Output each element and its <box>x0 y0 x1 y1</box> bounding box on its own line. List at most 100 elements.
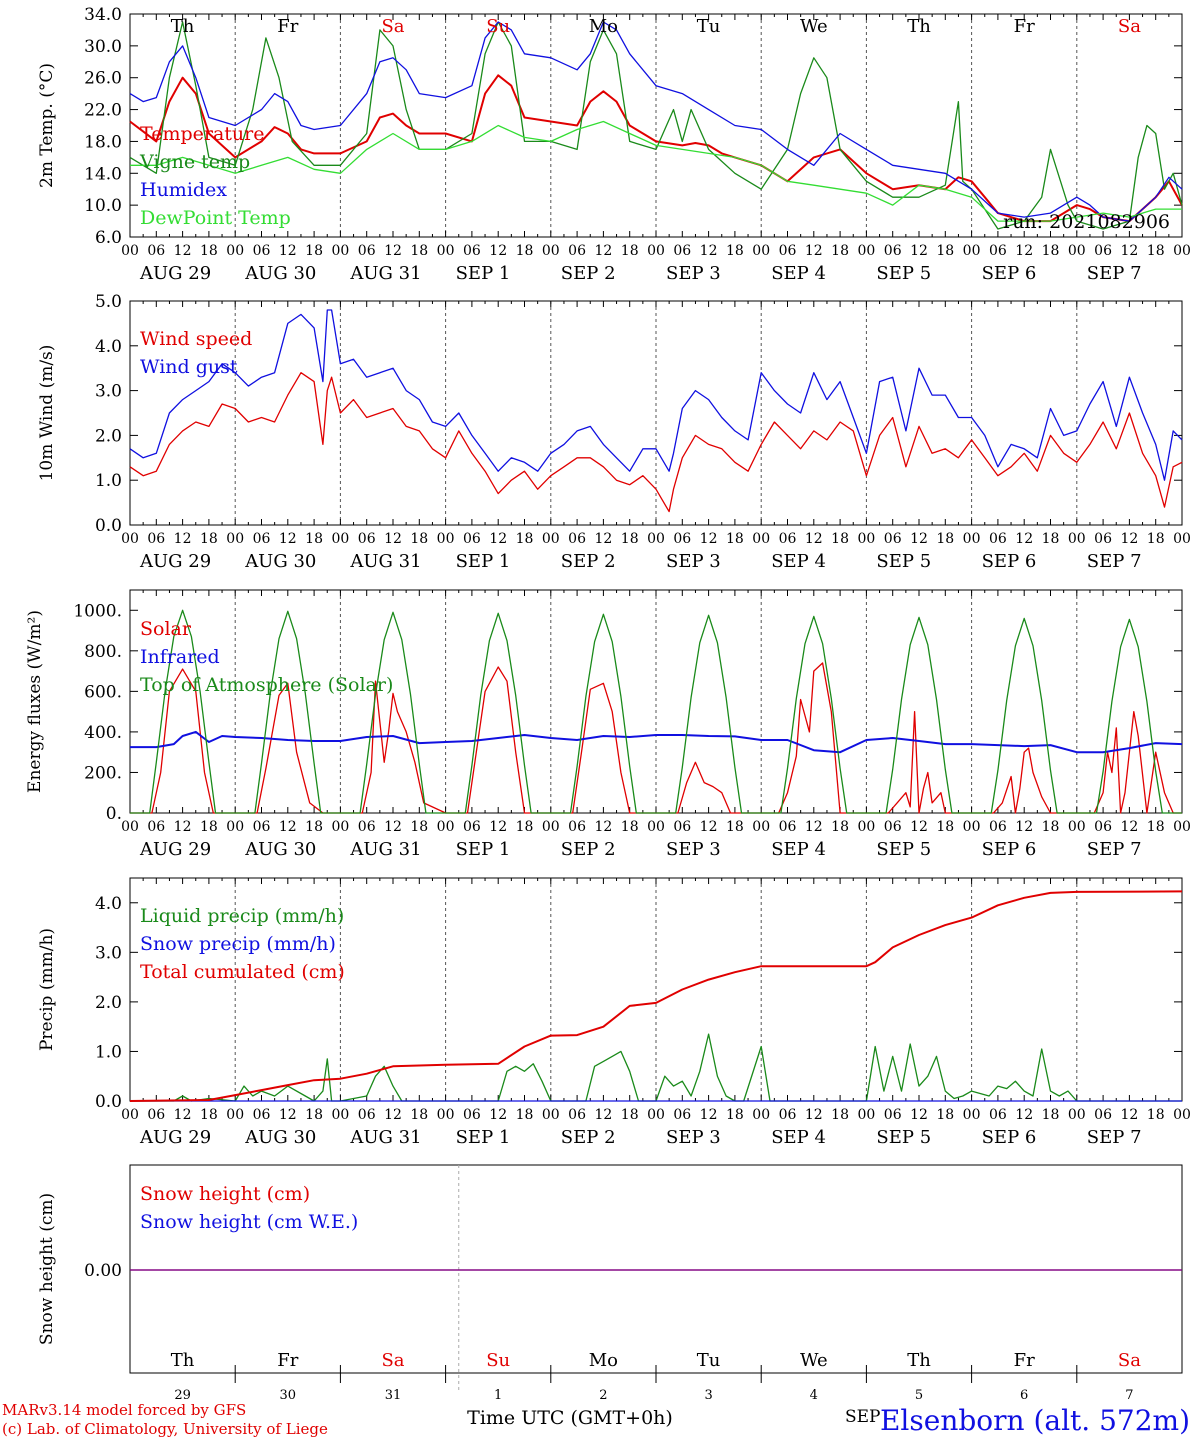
hour-label: 00 <box>331 1107 349 1123</box>
date-label: SEP 2 <box>561 1127 616 1148</box>
date-label: SEP 3 <box>666 551 721 572</box>
weekday-label: Sa <box>1118 16 1141 37</box>
series-line <box>130 1033 1182 1102</box>
hour-label: 06 <box>147 1107 165 1123</box>
hour-label: 06 <box>358 1107 376 1123</box>
hour-label: 00 <box>963 243 981 259</box>
hour-label: 12 <box>489 531 507 547</box>
hour-label: 18 <box>1147 531 1165 547</box>
hour-label: 12 <box>489 819 507 835</box>
hour-label: 12 <box>805 1107 823 1123</box>
date-label: SEP 6 <box>982 839 1037 860</box>
hour-label: 06 <box>884 1107 902 1123</box>
y-tick-label: 30.0 <box>84 37 122 57</box>
hour-label: 06 <box>358 243 376 259</box>
date-label: AUG 31 <box>349 263 421 284</box>
date-label: AUG 31 <box>349 839 421 860</box>
y-tick-label: 1.0 <box>95 471 122 491</box>
series-line <box>130 730 1183 754</box>
date-label: SEP 1 <box>456 551 511 572</box>
hour-label: 00 <box>963 1107 981 1123</box>
date-label: SEP 7 <box>1087 839 1142 860</box>
y-axis-label: Energy fluxes (W/m²) <box>25 610 45 793</box>
legend-entry: Temperature <box>140 123 264 145</box>
hour-label: 00 <box>121 1107 139 1123</box>
weekday-label: Th <box>907 1350 931 1371</box>
model-credit: MARv3.14 model forced by GFS <box>2 1401 246 1419</box>
hour-label: 00 <box>437 1107 455 1123</box>
hour-label: 06 <box>1094 243 1112 259</box>
hour-label: 06 <box>463 819 481 835</box>
y-tick-label: 4.0 <box>95 894 122 914</box>
hour-label: 12 <box>700 243 718 259</box>
hour-label: 00 <box>1173 1107 1191 1123</box>
hour-label: 00 <box>647 243 665 259</box>
hour-label: 12 <box>384 1107 402 1123</box>
series-line <box>130 120 1182 222</box>
hour-label: 18 <box>831 1107 849 1123</box>
hour-label: 00 <box>226 243 244 259</box>
hour-label: 00 <box>963 531 981 547</box>
hour-label: 12 <box>279 531 297 547</box>
y-tick-label: 400. <box>84 723 122 743</box>
y-tick-label: 6.0 <box>95 228 122 248</box>
hour-label: 06 <box>568 243 586 259</box>
weekday-label: Th <box>171 1350 195 1371</box>
hour-label: 12 <box>174 531 192 547</box>
day-number: 4 <box>810 1388 818 1403</box>
hour-label: 18 <box>1147 1107 1165 1123</box>
legend-entry: Wind gust <box>140 356 238 378</box>
hour-label: 06 <box>253 243 271 259</box>
hour-label: 18 <box>726 243 744 259</box>
hour-label: 00 <box>542 243 560 259</box>
date-label: AUG 31 <box>349 1127 421 1148</box>
y-tick-label: 22.0 <box>84 101 122 121</box>
weekday-label: Mo <box>589 16 618 37</box>
hour-label: 06 <box>253 1107 271 1123</box>
legend-entry: Humidex <box>140 179 227 201</box>
hour-label: 06 <box>253 819 271 835</box>
hour-label: 18 <box>936 1107 954 1123</box>
date-label: SEP 1 <box>456 263 511 284</box>
hour-label: 00 <box>857 243 875 259</box>
hour-label: 12 <box>489 243 507 259</box>
hour-label: 06 <box>147 243 165 259</box>
hour-label: 00 <box>752 531 770 547</box>
y-tick-label: 3.0 <box>95 943 122 963</box>
weekday-label: Th <box>171 16 195 37</box>
hour-label: 00 <box>1173 819 1191 835</box>
hour-label: 18 <box>936 531 954 547</box>
day-number: 2 <box>599 1388 607 1403</box>
y-tick-label: 26.0 <box>84 69 122 89</box>
hour-label: 06 <box>463 243 481 259</box>
hour-label: 06 <box>568 531 586 547</box>
hour-label: 12 <box>594 531 612 547</box>
y-tick-label: 34.0 <box>84 5 122 25</box>
series-line <box>130 609 1182 814</box>
y-axis-label: Precip (mm/h) <box>37 928 57 1051</box>
hour-label: 18 <box>1042 243 1060 259</box>
x-axis-title: Time UTC (GMT+0h) <box>467 1407 673 1429</box>
hour-label: 06 <box>989 531 1007 547</box>
hour-label: 00 <box>752 243 770 259</box>
hour-label: 12 <box>1120 243 1138 259</box>
y-axis-label: 2m Temp. (°C) <box>37 63 57 188</box>
series-line <box>129 21 1183 222</box>
hour-label: 18 <box>410 531 428 547</box>
date-label: SEP 2 <box>561 551 616 572</box>
sep-fragment: SEP <box>845 1407 881 1427</box>
date-label: SEP 3 <box>666 1127 721 1148</box>
hour-label: 12 <box>384 531 402 547</box>
hour-label: 06 <box>884 819 902 835</box>
y-tick-label: 800. <box>84 642 122 662</box>
hour-label: 00 <box>647 531 665 547</box>
hour-label: 00 <box>857 1107 875 1123</box>
hour-label: 18 <box>1147 819 1165 835</box>
hour-label: 00 <box>226 819 244 835</box>
hour-label: 06 <box>1094 819 1112 835</box>
hour-label: 12 <box>1120 819 1138 835</box>
weekday-label: Sa <box>381 16 404 37</box>
hour-label: 12 <box>279 243 297 259</box>
hour-label: 12 <box>594 243 612 259</box>
